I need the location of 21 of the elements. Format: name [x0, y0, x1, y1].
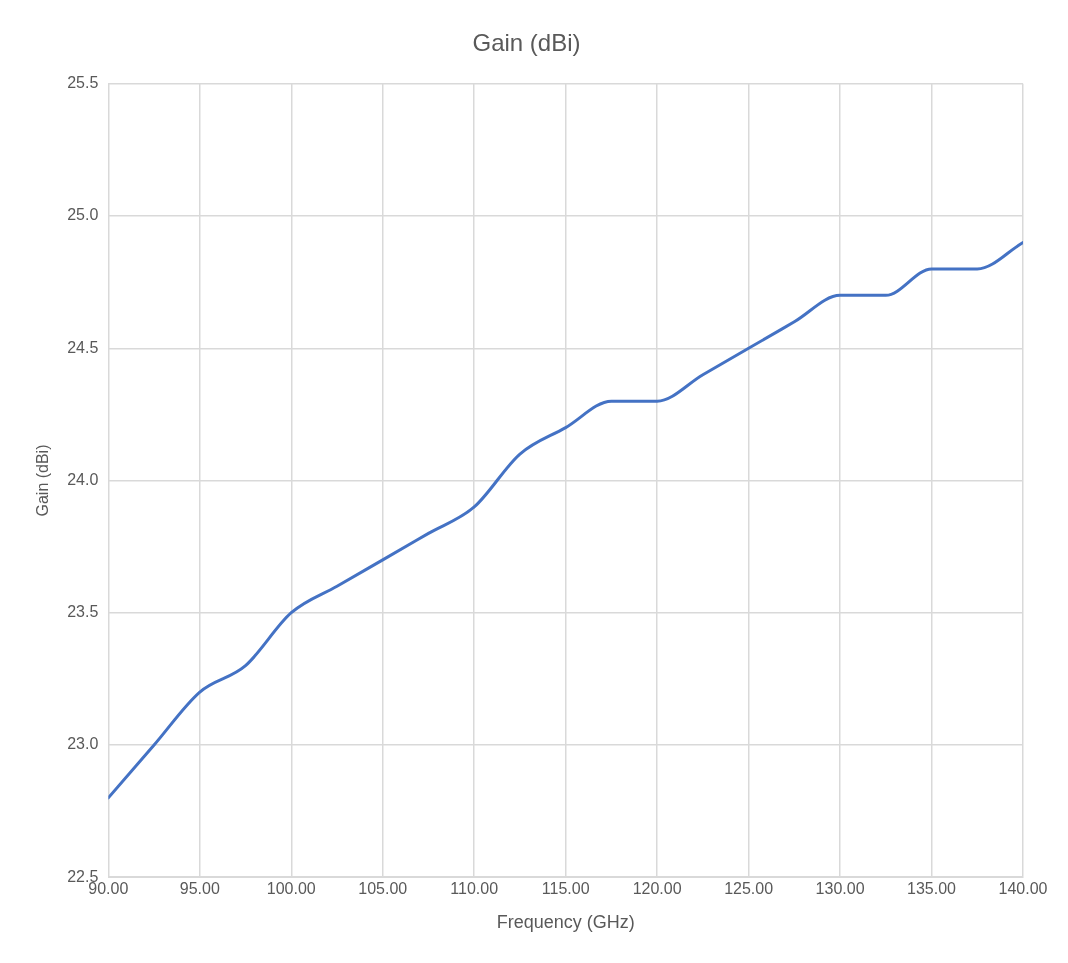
x-tick-label: 95.00 [179, 880, 220, 898]
x-tick-label: 140.00 [998, 880, 1048, 898]
x-tick-label: 115.00 [541, 880, 590, 898]
y-axis-title: Gain (dBi) [34, 444, 52, 517]
x-axis-title: Frequency (GHz) [496, 912, 635, 933]
y-tick-label: 24.5 [67, 338, 99, 356]
x-tick-label: 100.00 [266, 880, 316, 898]
x-tick-label: 125.00 [724, 880, 774, 898]
y-tick-label: 25.5 [67, 74, 99, 92]
y-tick-label: 23.0 [67, 735, 99, 753]
x-tick-label: 105.00 [358, 880, 408, 898]
chart-title: Gain (dBi) [472, 29, 581, 57]
y-tick-label: 24.0 [67, 470, 99, 488]
x-tick-label: 135.00 [907, 880, 957, 898]
line-series [108, 240, 1023, 800]
x-tick-label: 90.00 [88, 880, 129, 898]
x-tick-label: 120.00 [632, 880, 682, 898]
x-tick-label: 110.00 [450, 880, 499, 898]
x-tick-label: 130.00 [815, 880, 865, 898]
y-tick-label: 23.5 [67, 603, 99, 621]
y-tick-label: 25.0 [67, 206, 99, 224]
